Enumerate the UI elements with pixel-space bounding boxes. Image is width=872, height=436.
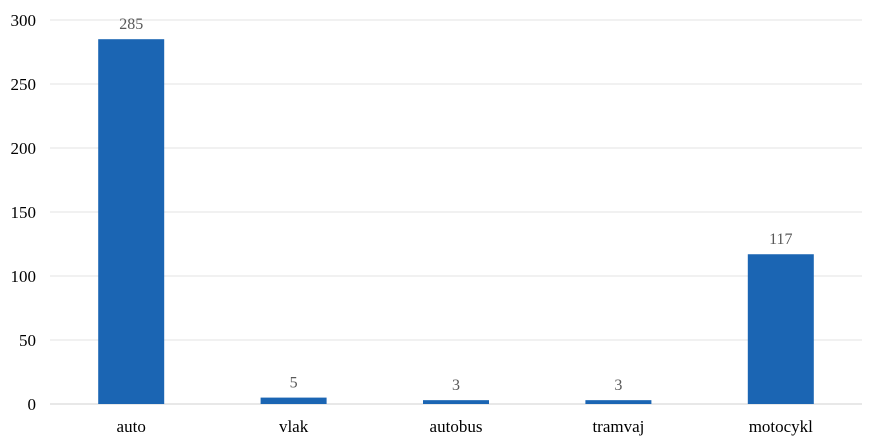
y-axis-ticks: 0 50 100 150 200 250 300 xyxy=(11,11,37,414)
data-label-vlak: 5 xyxy=(290,375,298,392)
data-label-auto: 285 xyxy=(119,16,143,33)
x-axis-categories: auto vlak autobus tramvaj motocykl xyxy=(117,417,814,436)
bar-auto xyxy=(98,39,165,404)
bar-motocykl xyxy=(747,254,814,404)
bar-vlak xyxy=(260,397,327,404)
category-label-vlak: vlak xyxy=(279,417,309,436)
y-tick-label: 200 xyxy=(11,139,37,158)
bars xyxy=(98,39,814,404)
category-label-motocykl: motocykl xyxy=(749,417,813,436)
bar-tramvaj xyxy=(585,400,652,404)
category-label-autobus: autobus xyxy=(430,417,483,436)
category-label-tramvaj: tramvaj xyxy=(592,417,644,436)
category-label-auto: auto xyxy=(117,417,146,436)
bar-autobus xyxy=(423,400,489,404)
y-tick-label: 150 xyxy=(11,203,37,222)
y-tick-label: 250 xyxy=(11,75,37,94)
data-label-tramvaj: 3 xyxy=(614,377,622,394)
data-labels: 285 5 3 3 117 xyxy=(119,16,792,394)
y-tick-label: 0 xyxy=(28,395,37,414)
y-tick-label: 300 xyxy=(11,11,37,30)
gridlines xyxy=(50,19,862,405)
data-label-autobus: 3 xyxy=(452,377,460,394)
y-tick-label: 100 xyxy=(11,267,37,286)
data-label-motocykl: 117 xyxy=(769,231,792,248)
y-tick-label: 50 xyxy=(19,331,36,350)
